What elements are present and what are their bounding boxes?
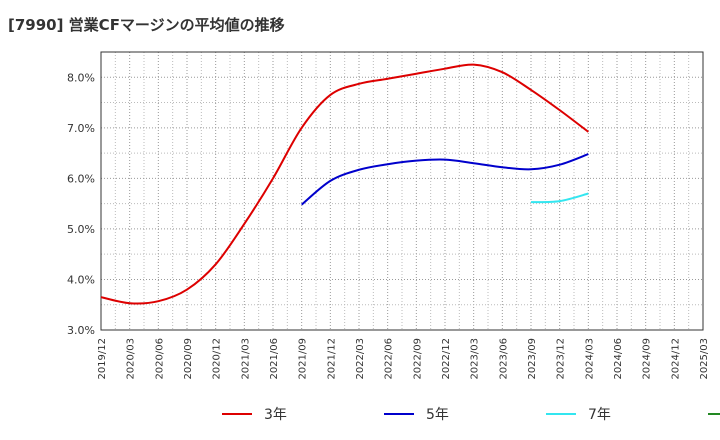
y-tick-label: 5.0% — [67, 223, 95, 236]
y-tick-label: 8.0% — [67, 71, 95, 84]
series-layer — [100, 63, 589, 305]
x-tick-label: 2021/09 — [298, 338, 309, 380]
x-tick-label: 2023/09 — [527, 338, 538, 380]
x-tick-label: 2021/03 — [240, 338, 251, 380]
legend: 3年5年7年10年 — [222, 407, 720, 423]
x-tick-label: 2024/09 — [642, 338, 653, 380]
series-line-1 — [100, 63, 589, 305]
x-tick-label: 2022/06 — [384, 338, 395, 380]
x-tick-label: 2023/03 — [470, 338, 481, 380]
x-tick-label: 2021/06 — [269, 338, 280, 380]
y-tick-label: 3.0% — [67, 324, 95, 337]
x-tick-label: 2024/03 — [584, 338, 595, 380]
legend-label-3: 7年 — [588, 407, 611, 423]
x-tick-label: 2020/06 — [154, 338, 165, 380]
x-tick-label: 2022/09 — [412, 338, 423, 380]
x-tick-label: 2024/06 — [613, 338, 624, 380]
x-tick-label: 2020/12 — [212, 338, 223, 380]
x-tick-label: 2022/03 — [355, 338, 366, 380]
x-tick-label: 2020/03 — [126, 338, 137, 380]
x-tick-label: 2025/03 — [699, 338, 710, 380]
x-tick-label: 2023/12 — [556, 338, 567, 380]
plot-frame — [100, 51, 704, 331]
x-tick-label: 2023/06 — [498, 338, 509, 380]
chart-title: [7990] 営業CFマージンの平均値の推移 — [8, 16, 285, 34]
series-line-2 — [301, 153, 589, 206]
y-tick-label: 4.0% — [67, 273, 95, 286]
y-tick-label: 7.0% — [67, 122, 95, 135]
x-tick-label: 2019/12 — [97, 338, 108, 380]
y-tick-label: 6.0% — [67, 172, 95, 185]
x-tick-label: 2020/09 — [183, 338, 194, 380]
axes-layer: 3.0% 4.0% 5.0% 6.0% 7.0% 8.0% 2019/12 2020/03 20… — [67, 51, 710, 380]
x-tick-label: 2021/12 — [326, 338, 337, 380]
legend-label-1: 3年 — [264, 407, 287, 423]
series-line-3 — [530, 192, 589, 204]
x-tick-label: 2022/12 — [441, 338, 452, 380]
legend-label-2: 5年 — [426, 407, 449, 423]
x-tick-label: 2024/12 — [670, 338, 681, 380]
grid-layer — [100, 52, 704, 331]
